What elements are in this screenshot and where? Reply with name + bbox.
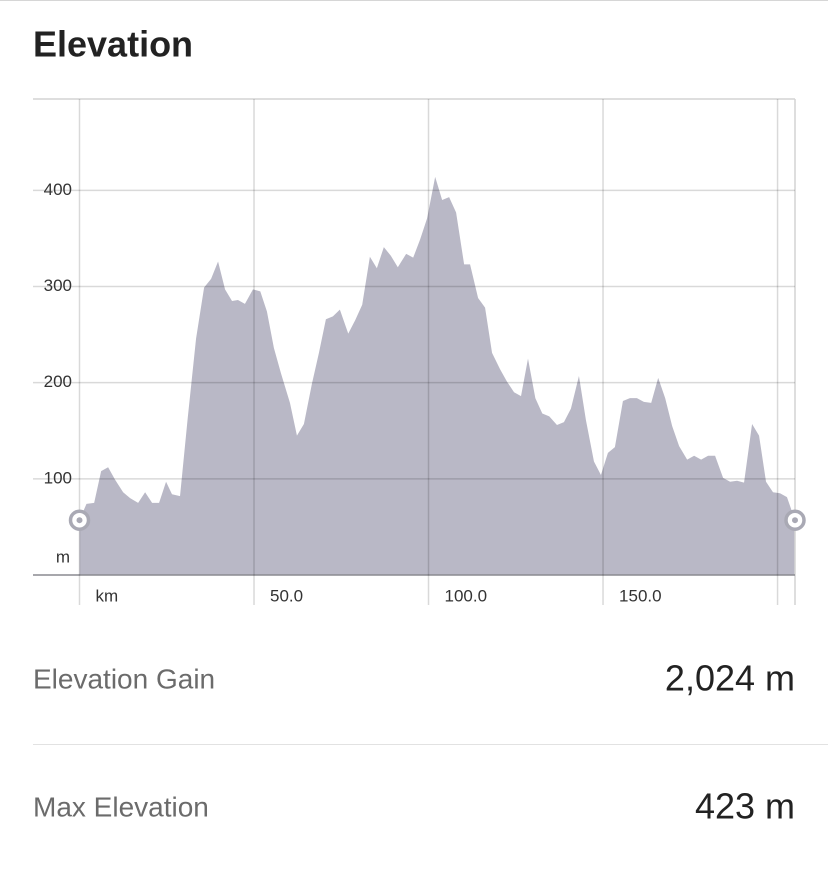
stat-label: Max Elevation [33,791,209,822]
stat-label: Elevation Gain [33,663,215,694]
elevation-area [79,176,795,575]
y-tick-label: 400 [44,180,72,199]
x-tick-label: 50.0 [270,586,303,605]
endpoint-dot [792,517,798,524]
stat-value: 423 m [695,786,795,827]
x-tick-label: km [96,586,119,605]
stat-value: 2,024 m [665,658,795,699]
x-tick-label: 150.0 [619,586,662,605]
y-tick-label: 300 [44,276,72,295]
section-title: Elevation [33,24,193,65]
elevation-chart: 100 200 300 400 km 50.0 100.0 150.0 m [33,98,806,605]
y-tick-label: 200 [44,372,72,391]
y-axis-unit: m [56,547,70,566]
endpoint-dot [76,517,83,524]
x-tick-label: 100.0 [445,586,488,605]
y-tick-label: 100 [44,468,72,487]
